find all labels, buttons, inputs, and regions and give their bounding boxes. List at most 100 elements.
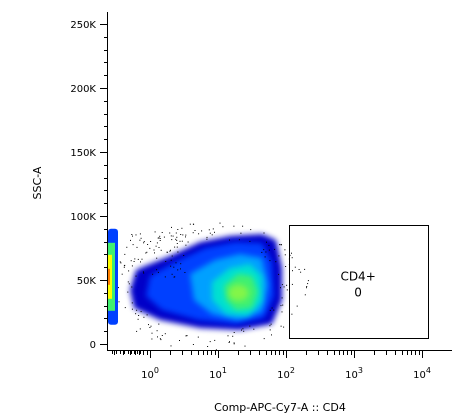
event-dot	[263, 232, 265, 234]
event-dot	[149, 327, 151, 328]
event-dot	[222, 226, 224, 228]
y-tick-label: 100K	[70, 212, 96, 223]
event-dot	[151, 332, 153, 334]
event-dot	[158, 237, 160, 239]
x-tick-label: 104	[413, 366, 431, 381]
event-dot	[137, 258, 139, 260]
event-dot	[208, 229, 210, 231]
event-dot	[229, 239, 230, 241]
event-dot	[118, 287, 119, 289]
gate-label: CD4+	[340, 269, 375, 283]
event-dot	[291, 257, 293, 259]
event-dot	[181, 227, 183, 229]
event-dot	[175, 262, 177, 264]
event-dot	[238, 239, 240, 241]
event-dot	[307, 280, 309, 282]
event-dot	[173, 276, 175, 278]
event-dot	[192, 223, 194, 225]
event-dot	[286, 284, 288, 286]
event-dot	[148, 324, 149, 326]
event-dot	[275, 261, 277, 263]
event-dot	[157, 237, 159, 239]
event-dot	[212, 228, 214, 230]
event-dot	[271, 307, 273, 309]
event-dot	[118, 301, 120, 303]
event-dot	[175, 238, 177, 240]
event-dot	[142, 271, 144, 273]
event-dot	[270, 323, 272, 325]
event-dot	[185, 335, 187, 337]
event-dot	[185, 244, 187, 246]
event-dot	[209, 341, 211, 343]
event-dot	[171, 239, 173, 241]
event-dot	[271, 334, 272, 336]
event-dot	[265, 251, 267, 253]
event-dot	[170, 345, 172, 347]
event-dot	[181, 240, 183, 242]
event-dot	[175, 232, 177, 234]
y-axis-title: SSC-A	[31, 166, 44, 199]
event-dot	[201, 230, 203, 232]
event-dot	[135, 234, 137, 236]
event-dot	[187, 241, 189, 243]
event-dot	[135, 313, 137, 315]
edge-column-peak	[108, 268, 110, 285]
event-dot	[139, 233, 141, 235]
event-dot	[124, 264, 126, 266]
event-dot	[281, 244, 282, 246]
event-dot	[136, 309, 138, 311]
event-dot	[232, 335, 234, 337]
event-dot	[184, 272, 186, 273]
event-dot	[192, 232, 194, 234]
event-dot	[298, 269, 300, 270]
event-dot	[227, 335, 229, 337]
event-dot	[133, 261, 135, 262]
event-dot	[174, 276, 176, 278]
event-dot	[159, 240, 161, 241]
event-dot	[156, 257, 158, 259]
event-dot	[141, 258, 143, 260]
event-dot	[263, 338, 265, 340]
event-dot	[159, 238, 161, 239]
event-dot	[283, 326, 285, 328]
gate-cd4-positive[interactable]	[289, 225, 429, 339]
event-dot	[143, 272, 145, 274]
event-dot	[291, 252, 292, 254]
event-dot	[269, 325, 271, 327]
x-tick-label: 100	[141, 366, 159, 381]
event-dot	[160, 339, 162, 341]
event-dot	[209, 232, 211, 234]
event-dot	[161, 232, 163, 233]
event-dot	[284, 254, 286, 256]
event-dot	[304, 294, 306, 296]
event-dot	[197, 336, 199, 338]
event-dot	[152, 273, 154, 275]
event-dot	[286, 289, 288, 291]
event-dot	[130, 260, 132, 262]
event-dot	[189, 223, 191, 225]
event-dot	[263, 249, 265, 251]
event-dot	[145, 252, 147, 254]
event-dot	[132, 235, 133, 237]
event-dot	[159, 235, 161, 237]
event-dot	[268, 249, 270, 251]
event-dot	[171, 255, 173, 257]
event-dot	[156, 269, 158, 271]
event-dot	[163, 236, 165, 238]
event-dot	[150, 241, 152, 242]
event-dot	[274, 248, 276, 250]
event-dot	[211, 234, 213, 236]
event-dot	[165, 261, 167, 262]
event-dot	[120, 262, 122, 264]
event-dot	[233, 343, 235, 345]
event-dot	[284, 249, 286, 251]
event-dot	[176, 246, 178, 248]
event-dot	[179, 340, 180, 341]
event-dot	[140, 261, 141, 263]
event-dot	[131, 234, 133, 235]
event-dot	[273, 309, 275, 311]
gate-count: 0	[354, 285, 362, 299]
event-dot	[177, 251, 179, 253]
event-dot	[128, 270, 130, 272]
event-dot	[170, 265, 172, 267]
